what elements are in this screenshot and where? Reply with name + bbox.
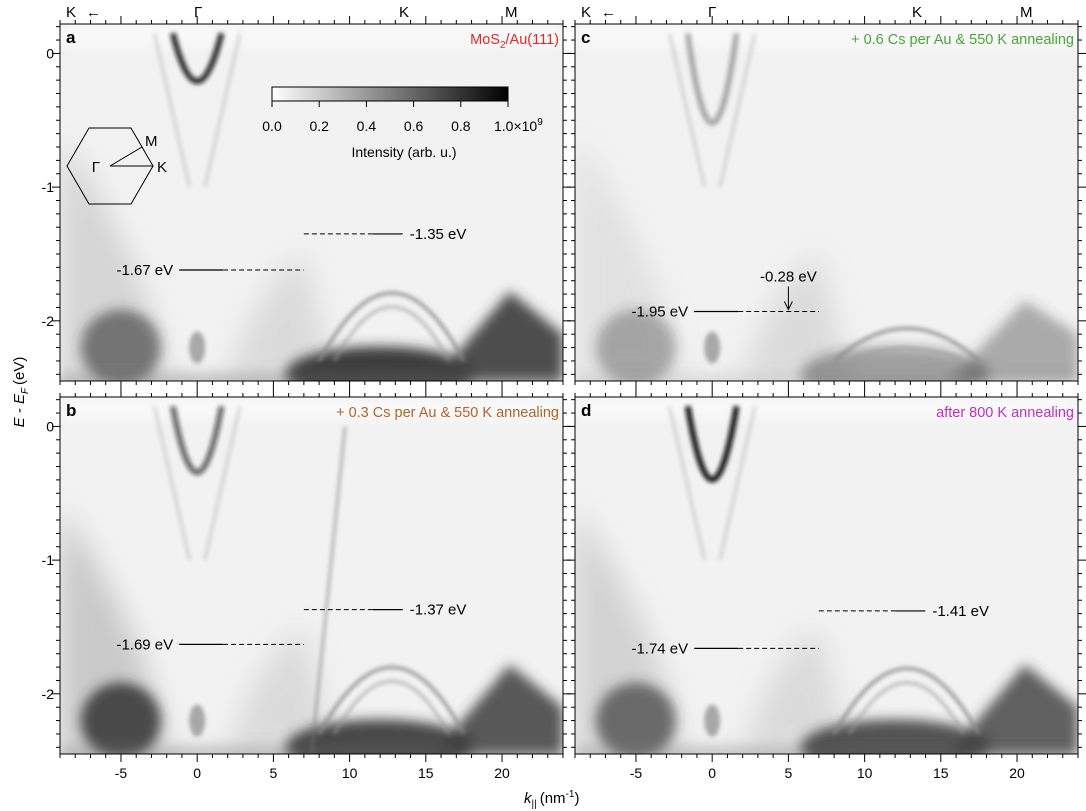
annotation-text-a-1: -1.67 eV: [116, 262, 173, 279]
annotation-text-b-1: -1.69 eV: [116, 636, 173, 653]
colorbar-tick-label: 0.6: [404, 118, 424, 134]
annotation-d-1: -1.74 eV: [631, 640, 819, 657]
annotation-a-0: -1.35 eV: [303, 226, 467, 243]
y-tick-label: -2: [42, 313, 55, 329]
bz-hexagon: [66, 127, 154, 205]
panel-title-c: + 0.6 Cs per Au & 550 K annealing: [851, 32, 1074, 48]
colorbar-label: Intensity (arb. u.): [351, 144, 456, 160]
colorbar-tick-label: 0.0: [262, 118, 282, 134]
annotation-a-1: -1.67 eV: [116, 262, 304, 279]
x-tick-label: 15: [933, 765, 949, 781]
panel-d: d after 800 K annealing -1.41 eV -1.74 eV: [567, 389, 1086, 762]
panel-b: b + 0.3 Cs per Au & 550 K annealing -1.37 …: [52, 389, 571, 762]
annotation-b-1: -1.69 eV: [116, 636, 304, 653]
sym-k-a: K: [399, 4, 409, 21]
x-tick-label: 10: [342, 765, 358, 781]
y-axis-label: E - EF(eV): [11, 357, 31, 428]
panel-ticks-a: [52, 16, 571, 389]
y-tick-label: 0: [46, 45, 54, 61]
x-tick-label: 15: [418, 765, 434, 781]
panel-title-d: after 800 K annealing: [936, 405, 1074, 421]
bz-k-label: K: [157, 159, 167, 176]
top-symmetry-labels: K ← Γ K M K ← Γ K M: [66, 4, 1033, 21]
x-tick-label: 20: [1009, 765, 1025, 781]
annotation-text-d-0: -1.41 eV: [932, 603, 989, 620]
y-tick-label: 0: [46, 418, 54, 434]
x-tick-label: 0: [708, 765, 716, 781]
sym-m-a: M: [505, 4, 518, 21]
sym-gamma-c: Γ: [708, 4, 716, 21]
colorbar: 0.0 0.2 0.4 0.6 0.8 1.0×109 Intensity (arb. u…: [262, 86, 543, 160]
y-tick-labels: 0 -1 -2 0 -1 -2: [42, 45, 55, 701]
y-tick-label: -2: [42, 686, 55, 702]
intensity-map-b: [60, 397, 563, 754]
intensity-map-a: [60, 24, 563, 381]
panel-label-a: a: [66, 28, 76, 47]
y-tick-label: -1: [42, 179, 55, 195]
panel-ticks-d: [567, 389, 1086, 762]
panel-a: a MoS2/Au(111) -1.35 eV -1.67 eV: [52, 16, 571, 389]
x-tick-label: 20: [494, 765, 510, 781]
sym-k-c: K: [912, 4, 922, 21]
annotation-text-d-1: -1.74 eV: [631, 640, 688, 657]
panel-label-c: c: [581, 28, 590, 47]
panel-ticks-b: [52, 389, 571, 762]
panel-frame-c: [574, 23, 1079, 382]
svg-text:E - EF(eV): E - EF(eV): [11, 357, 31, 428]
colorbar-gradient: [271, 86, 509, 102]
x-tick-label: 5: [784, 765, 792, 781]
sym-k-left-a: K: [66, 4, 76, 21]
sym-k-left-c: K: [581, 4, 591, 21]
annotation-c-0: -1.95 eV: [631, 303, 819, 320]
panel-frame-d: [574, 396, 1079, 755]
panel-c: c + 0.6 Cs per Au & 550 K annealing -1.95 …: [567, 16, 1086, 389]
x-tick-label: -5: [630, 765, 643, 781]
y-tick-label: -1: [42, 552, 55, 568]
brillouin-zone-inset: Γ K M: [66, 127, 167, 205]
panel-ticks-c: [567, 16, 1086, 389]
colorbar-tick-label: 1.0×109: [494, 117, 543, 134]
x-axis-label: k|| (nm-1): [524, 789, 579, 810]
annotation-text-c-1: -0.28 eV: [760, 268, 817, 285]
panel-title-a: MoS2/Au(111): [470, 32, 559, 51]
sym-m-c: M: [1020, 4, 1033, 21]
bz-gamma-m-line: [109, 146, 143, 167]
bz-m-label: M: [145, 133, 158, 150]
intensity-map-c: [575, 24, 1078, 381]
bz-gamma-label: Γ: [92, 159, 100, 176]
colorbar-tick-label: 0.4: [357, 118, 377, 134]
panel-label-b: b: [66, 401, 76, 420]
x-tick-label: 0: [193, 765, 201, 781]
colorbar-tick-label: 0.2: [309, 118, 329, 134]
x-tick-labels: -5 0 5 10 15 20 -5 0 5 10 15 20: [115, 765, 1025, 781]
sym-arrow-c: ←: [601, 4, 616, 21]
sym-arrow-a: ←: [86, 4, 101, 21]
x-tick-label: 5: [269, 765, 277, 781]
annotation-b-0: -1.37 eV: [303, 602, 467, 619]
colorbar-tick-label: 0.8: [451, 118, 471, 134]
intensity-map-d: [575, 397, 1078, 754]
sym-gamma-a: Γ: [194, 4, 202, 21]
panel-label-d: d: [581, 401, 591, 420]
panels: a MoS2/Au(111) -1.35 eV -1.67 eV b + 0.3 Cs p…: [52, 16, 1086, 762]
svg-text:k||(nm-1): k|| (nm-1): [524, 789, 579, 810]
panel-frame-b: [59, 396, 564, 755]
x-tick-label: -5: [115, 765, 128, 781]
annotation-text-c-0: -1.95 eV: [631, 303, 688, 320]
panel-title-b: + 0.3 Cs per Au & 550 K annealing: [336, 405, 559, 421]
annotation-text-a-0: -1.35 eV: [410, 226, 467, 243]
annotation-d-0: -1.41 eV: [818, 603, 989, 620]
panel-frame-a: [59, 23, 564, 382]
annotation-c-1: -0.28 eV: [760, 268, 817, 311]
annotation-text-b-0: -1.37 eV: [410, 602, 467, 619]
x-tick-label: 10: [857, 765, 873, 781]
